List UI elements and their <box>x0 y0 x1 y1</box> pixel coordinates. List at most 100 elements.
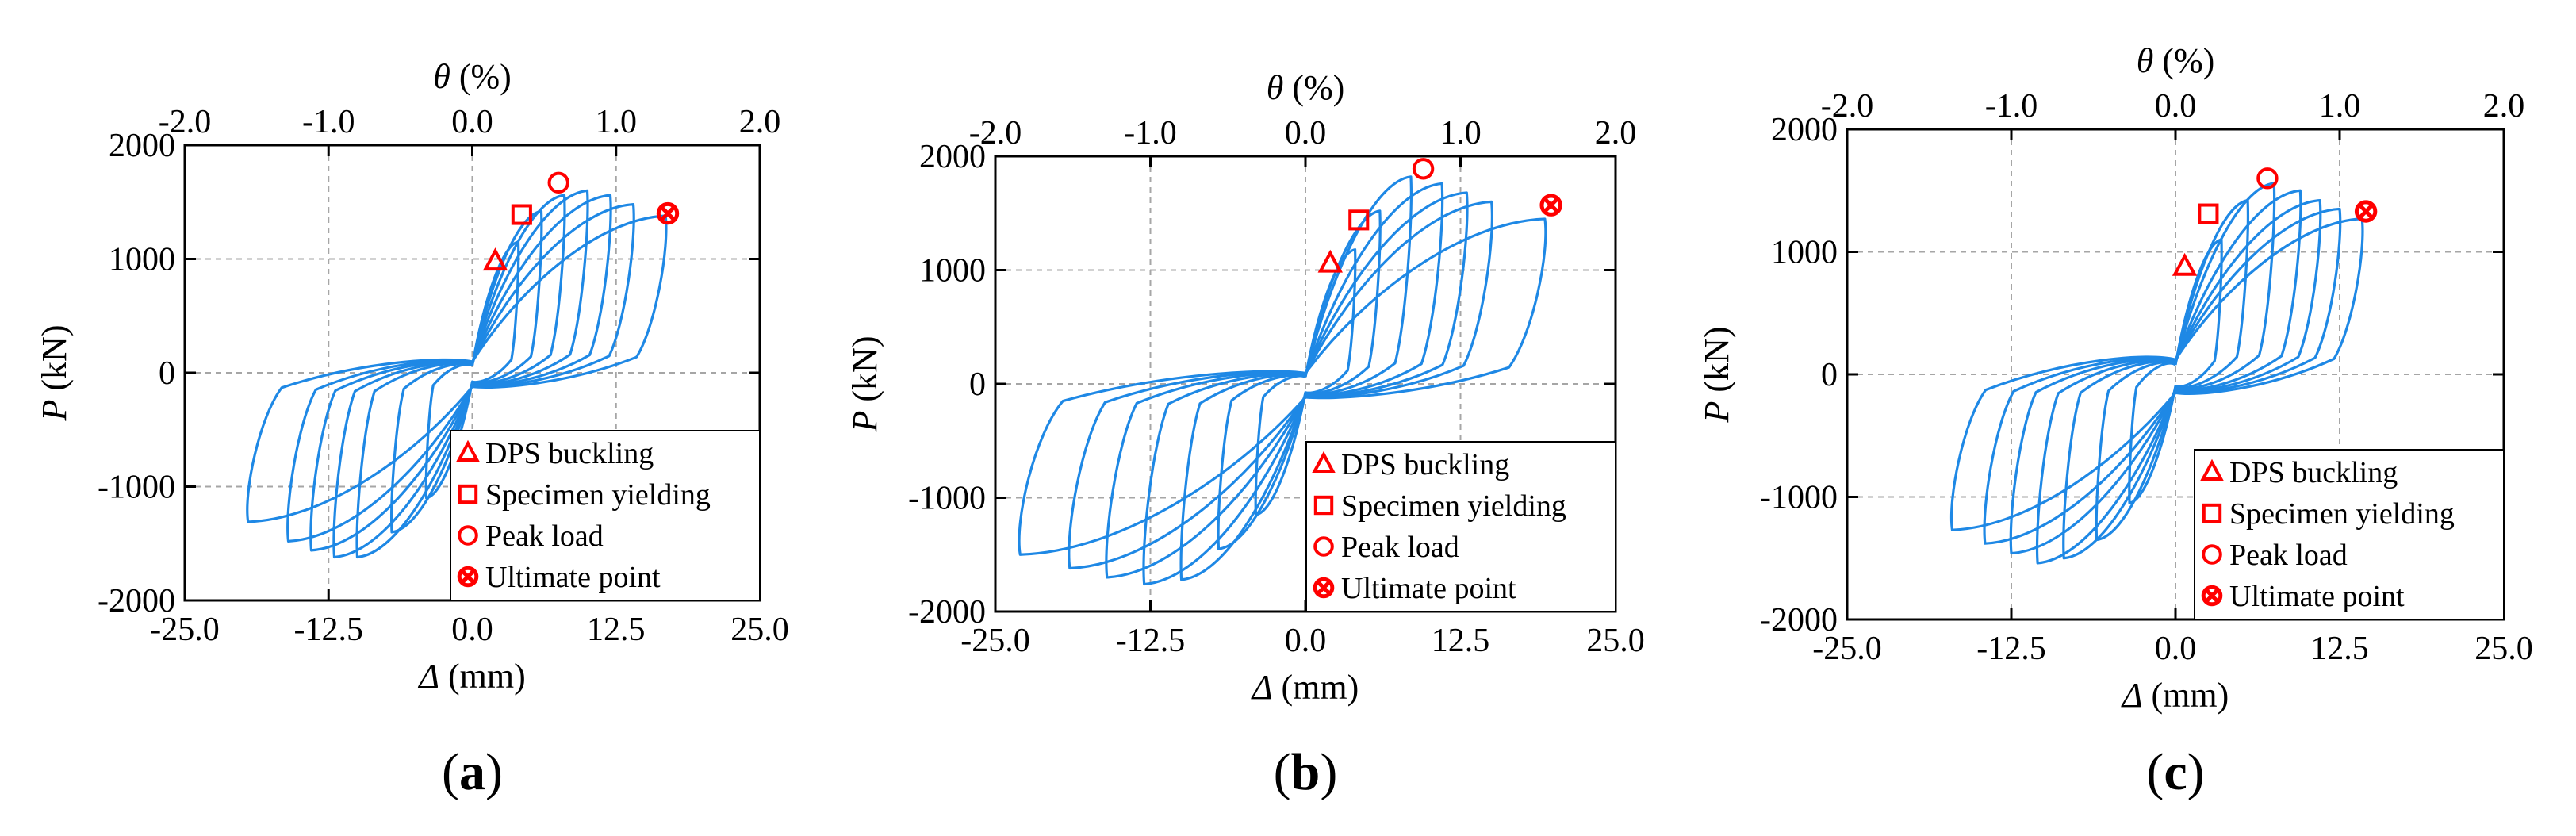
ultimate-point-marker-cross-b <box>2358 203 2374 220</box>
legend-label: Specimen yielding <box>2229 497 2455 531</box>
x-axis-title: Δ (mm) <box>2121 676 2229 715</box>
legend-marker-circle <box>1313 536 1334 557</box>
x-tick-label: 12.5 <box>1432 623 1490 659</box>
x2-tick-label: 0.0 <box>451 104 493 140</box>
specimen-yielding-marker <box>1348 209 1370 231</box>
panel-label-letter: b <box>1291 743 1321 801</box>
legend-marker-triangle <box>1312 451 1336 473</box>
x-tick-label: -25.0 <box>960 623 1030 659</box>
x2-axis-title: θ (%) <box>433 57 512 96</box>
panel-label-letter: c <box>2164 743 2187 801</box>
x2-axis-unit: (%) <box>2153 41 2214 80</box>
peak-load-marker <box>547 171 569 194</box>
y-axis-symbol: P <box>1697 401 1736 424</box>
x2-axis-symbol: θ <box>1267 68 1284 107</box>
x-axis-symbol: Δ <box>1251 668 1273 707</box>
x2-axis-unit: (%) <box>1283 68 1344 107</box>
panel-label: (a) <box>442 743 503 801</box>
legend-marker-circle-x <box>2201 585 2223 607</box>
panel-label-close: ) <box>2187 743 2205 801</box>
panel-label-open: ( <box>2146 743 2164 801</box>
legend-marker-circle <box>458 525 478 546</box>
y-tick-label: 2000 <box>1771 112 1838 148</box>
x-axis-symbol: Δ <box>2121 676 2143 715</box>
legend-marker-circle <box>2202 544 2222 565</box>
specimen-yielding-marker <box>511 204 532 225</box>
x2-axis-unit: (%) <box>450 57 512 96</box>
ultimate-point-marker-ring <box>656 201 680 225</box>
legend-marker-circle-x-ring <box>2201 585 2223 607</box>
legend-label: DPS buckling <box>485 437 654 470</box>
x-tick-label: 25.0 <box>2474 631 2533 667</box>
chart-panel-a: -25.0 -12.5 0.0 12.5 25.0 -2.0 -1.0 0.0 1.0 2.0 20… <box>35 57 789 801</box>
y-tick-label: 1000 <box>109 242 175 278</box>
y-tick-label: -2000 <box>908 594 986 631</box>
x2-axis-symbol: θ <box>2137 41 2154 80</box>
panel-label-close: ) <box>485 743 503 801</box>
legend-label: Specimen yielding <box>1341 489 1566 523</box>
legend-marker-square <box>458 484 478 504</box>
y-tick-label: 0 <box>159 355 175 392</box>
chart-panel-b: -25.0 -12.5 0.0 12.5 25.0 -2.0 -1.0 0.0 1.0 2.0 20… <box>845 68 1645 801</box>
dps-buckling-marker <box>1317 249 1343 273</box>
hysteresis-loop-7 <box>1949 217 2364 531</box>
y-tick-label: 2000 <box>919 139 986 175</box>
x-tick-label: 0.0 <box>451 612 493 648</box>
x-tick-label: 25.0 <box>730 612 789 648</box>
y-axis-unit: (kN) <box>845 336 884 411</box>
legend-marker-square <box>1313 495 1334 516</box>
x2-axis-symbol: θ <box>433 57 450 96</box>
y-axis-title: P (kN) <box>845 336 884 433</box>
legend: DPS buckling Specimen yielding Peak load Ul… <box>2194 449 2505 620</box>
panel-label-open: ( <box>1274 743 1291 801</box>
y-tick-label: 1000 <box>1771 235 1838 271</box>
x-axis-unit: (mm) <box>439 657 526 696</box>
legend: DPS buckling Specimen yielding Peak load Ul… <box>1305 441 1616 612</box>
x-tick-label: 0.0 <box>1285 623 1327 659</box>
peak-load-marker <box>1412 158 1435 180</box>
chart-panel-c: -25.0 -12.5 0.0 12.5 25.0 -2.0 -1.0 0.0 1.0 2.0 20… <box>1697 41 2533 801</box>
legend-marker-circle-x-cross-b <box>461 569 475 584</box>
x2-tick-label: 0.0 <box>1285 115 1327 151</box>
ultimate-point-marker-cross-b <box>1543 197 1559 213</box>
x-tick-label: 25.0 <box>1586 623 1645 659</box>
x-axis-title: Δ (mm) <box>417 657 526 696</box>
x2-axis-title: θ (%) <box>2137 41 2215 80</box>
legend-marker-circle-x-cross-b <box>1317 581 1331 595</box>
x2-tick-label: -1.0 <box>302 104 355 140</box>
legend-label: Specimen yielding <box>485 478 711 512</box>
x2-tick-label: 2.0 <box>1595 115 1637 151</box>
ultimate-point-marker-ring <box>2354 200 2378 223</box>
x-tick-label: -12.5 <box>294 612 364 648</box>
legend-label: Peak load <box>1341 531 1459 564</box>
legend-box <box>450 430 761 601</box>
y-axis-unit: (kN) <box>1697 327 1736 401</box>
y-tick-label: -2000 <box>1760 602 1838 639</box>
x2-tick-label: -2.0 <box>159 104 212 140</box>
legend-marker-circle-x-ring <box>457 566 479 588</box>
legend-label: Peak load <box>2229 539 2348 572</box>
x-tick-label: -25.0 <box>150 612 220 648</box>
legend-label: Ultimate point <box>1341 572 1516 605</box>
y-tick-label: -1000 <box>908 481 986 517</box>
legend-label: DPS buckling <box>2229 456 2398 489</box>
panel-label: (b) <box>1274 743 1338 801</box>
x-tick-label: 12.5 <box>587 612 646 648</box>
x2-tick-label: -2.0 <box>1821 88 1874 125</box>
legend-label: Ultimate point <box>2229 580 2405 613</box>
hysteresis-loop-7 <box>1018 217 1547 556</box>
x2-tick-label: -1.0 <box>1985 88 2038 125</box>
specimen-yielding-marker <box>2198 203 2219 224</box>
x2-tick-label: 0.0 <box>2155 88 2197 125</box>
ultimate-point-marker <box>656 201 680 225</box>
x2-tick-label: -2.0 <box>969 115 1022 151</box>
y-axis-unit: (kN) <box>35 325 74 400</box>
legend-marker-circle-x <box>1313 577 1335 599</box>
x2-tick-label: 2.0 <box>2483 88 2525 125</box>
ultimate-point-marker <box>2354 200 2378 223</box>
legend-marker-circle-x-cross-b <box>2205 589 2219 603</box>
dps-buckling-marker <box>2172 252 2198 276</box>
x2-tick-label: -1.0 <box>1124 115 1177 151</box>
hysteresis-curves <box>246 189 668 559</box>
